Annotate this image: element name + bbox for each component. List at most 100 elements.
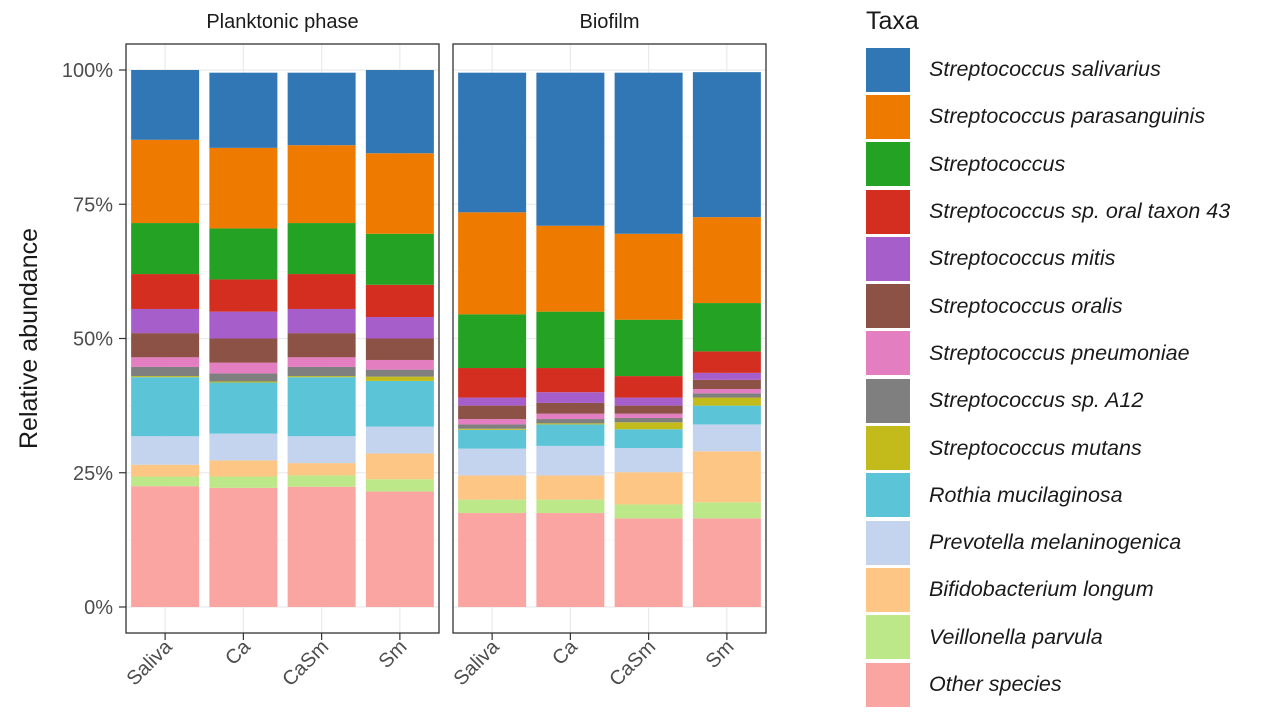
legend-label-streptococcus-mutans: Streptococcus mutans [929, 435, 1142, 460]
bar-planktonic-phase-casm-bifidobacterium-longum [287, 463, 356, 476]
bar-biofilm-casm-streptococcus-parasanguinis [614, 233, 683, 320]
stacked-bar-chart: 0% 25% 50% 75% 100% Relative abundance Plankto… [15, 11, 767, 691]
legend-item-bifidobacterium-longum: Bifidobacterium longum [866, 566, 1271, 613]
bar-planktonic-phase-ca-streptococcus-sp-a12 [209, 373, 278, 382]
bar-planktonic-phase-ca-streptococcus-mutans [209, 381, 278, 383]
x-tick-label-biofilm-sm: Sm [702, 636, 739, 673]
legend: Taxa Streptococcus salivarius Streptococc… [866, 4, 1271, 708]
bar-biofilm-sm-streptococcus-pneumoniae [692, 388, 761, 394]
bar-planktonic-phase-sm-streptococcus-mutans [365, 376, 434, 381]
legend-item-streptococcus: Streptococcus [866, 141, 1271, 188]
legend-items: Streptococcus salivarius Streptococcus pa… [866, 46, 1271, 708]
bar-planktonic-phase-casm-streptococcus [287, 223, 356, 275]
legend-label-streptococcus-sp-a12: Streptococcus sp. A12 [929, 388, 1144, 413]
legend-label-other-species: Other species [929, 672, 1062, 696]
legend-label-streptococcus-sp-oral-taxon-43: Streptococcus sp. oral taxon 43 [929, 199, 1231, 224]
bar-biofilm-ca-bifidobacterium-longum [536, 475, 605, 500]
bar-biofilm-casm-rothia-mucilaginosa [614, 429, 683, 449]
bar-planktonic-phase-saliva-streptococcus-oralis [131, 333, 200, 358]
legend-item-streptococcus-mutans: Streptococcus mutans [866, 424, 1271, 471]
bar-planktonic-phase-saliva-bifidobacterium-longum [131, 464, 200, 477]
bar-biofilm-casm-streptococcus-mitis [614, 397, 683, 406]
bar-planktonic-phase-saliva-streptococcus [131, 223, 200, 275]
bar-planktonic-phase-sm-streptococcus-parasanguinis [365, 153, 434, 234]
bar-planktonic-phase-ca-prevotella-melaninogenica [209, 433, 278, 461]
legend-swatch-streptococcus-pneumoniae [866, 331, 910, 376]
bar-planktonic-phase-saliva-streptococcus-pneumoniae [131, 357, 200, 367]
bar-planktonic-phase-sm-streptococcus-pneumoniae [365, 359, 434, 370]
bar-biofilm-saliva-streptococcus-parasanguinis [458, 212, 527, 315]
bar-biofilm-saliva-prevotella-melaninogenica [458, 448, 527, 476]
bar-planktonic-phase-ca-streptococcus-salivarius [209, 72, 278, 148]
bar-biofilm-ca-streptococcus-pneumoniae [536, 413, 605, 420]
bar-biofilm-ca-streptococcus-mitis [536, 392, 605, 403]
legend-swatch-other-species [866, 662, 910, 707]
bar-biofilm-saliva-streptococcus-sp-oral-taxon-43 [458, 368, 527, 398]
legend-swatch-streptococcus [866, 142, 910, 187]
bar-planktonic-phase-sm-streptococcus-salivarius [365, 70, 434, 154]
bar-biofilm-casm-prevotella-melaninogenica [614, 448, 683, 473]
bar-biofilm-sm-streptococcus-sp-oral-taxon-43 [692, 351, 761, 373]
bar-planktonic-phase-saliva-prevotella-melaninogenica [131, 436, 200, 465]
legend-label-streptococcus-oralis: Streptococcus oralis [929, 293, 1123, 318]
bar-biofilm-sm-other-species [692, 518, 761, 607]
bar-planktonic-phase-ca-streptococcus [209, 228, 278, 280]
y-tick-label: 0% [84, 597, 113, 619]
legend-item-streptococcus-pneumoniae: Streptococcus pneumoniae [866, 330, 1271, 377]
bar-planktonic-phase-ca-other-species [209, 487, 278, 607]
bar-biofilm-sm-streptococcus-mutans [692, 397, 761, 406]
bar-biofilm-ca-streptococcus-sp-a12 [536, 419, 605, 424]
legend-label-veillonella-parvula: Veillonella parvula [929, 624, 1103, 649]
bar-planktonic-phase-casm-streptococcus-mitis [287, 308, 356, 334]
legend-label-prevotella-melaninogenica: Prevotella melaninogenica [929, 530, 1182, 555]
legend-item-prevotella-melaninogenica: Prevotella melaninogenica [866, 519, 1271, 566]
bar-planktonic-phase-ca-streptococcus-parasanguinis [209, 147, 278, 229]
legend-swatch-prevotella-melaninogenica [866, 520, 910, 565]
x-tick-label-biofilm-casm: CaSm [605, 636, 660, 691]
bar-biofilm-ca-other-species [536, 513, 605, 607]
bar-planktonic-phase-sm-bifidobacterium-longum [365, 453, 434, 480]
x-tick-label-planktonic-phase-sm: Sm [375, 636, 412, 673]
bar-biofilm-ca-streptococcus-salivarius [536, 72, 605, 226]
bar-planktonic-phase-casm-streptococcus-salivarius [287, 72, 356, 146]
bar-planktonic-phase-casm-veillonella-parvula [287, 475, 356, 487]
bar-biofilm-casm-bifidobacterium-longum [614, 472, 683, 505]
bar-biofilm-casm-veillonella-parvula [614, 504, 683, 519]
bar-planktonic-phase-casm-rothia-mucilaginosa [287, 377, 356, 437]
legend-swatch-streptococcus-sp-a12 [866, 378, 910, 423]
bar-planktonic-phase-casm-streptococcus-oralis [287, 333, 356, 358]
legend-item-streptococcus-parasanguinis: Streptococcus parasanguinis [866, 93, 1271, 140]
legend-swatch-bifidobacterium-longum [866, 567, 910, 612]
bar-biofilm-sm-veillonella-parvula [692, 502, 761, 519]
bar-biofilm-ca-streptococcus-oralis [536, 402, 605, 414]
bar-biofilm-ca-streptococcus-sp-oral-taxon-43 [536, 368, 605, 393]
legend-swatch-streptococcus-salivarius [866, 47, 910, 92]
bar-planktonic-phase-casm-streptococcus-mutans [287, 376, 356, 378]
bar-planktonic-phase-sm-streptococcus-sp-oral-taxon-43 [365, 284, 434, 318]
x-tick-label-planktonic-phase-ca: Ca [221, 635, 255, 669]
legend-swatch-streptococcus-mutans [866, 426, 910, 471]
bar-planktonic-phase-ca-bifidobacterium-longum [209, 460, 278, 477]
y-tick-label: 75% [73, 194, 113, 216]
legend-swatch-rothia-mucilaginosa [866, 473, 910, 518]
legend-item-streptococcus-mitis: Streptococcus mitis [866, 235, 1271, 282]
y-tick-label: 100% [62, 60, 113, 82]
bar-biofilm-saliva-bifidobacterium-longum [458, 475, 527, 500]
bar-planktonic-phase-saliva-streptococcus-mitis [131, 308, 200, 334]
bar-planktonic-phase-saliva-streptococcus-parasanguinis [131, 139, 200, 224]
facet-title-biofilm: Biofilm [579, 11, 639, 33]
legend-title: Taxa [866, 7, 919, 35]
bar-biofilm-sm-prevotella-melaninogenica [692, 424, 761, 452]
bar-planktonic-phase-saliva-streptococcus-sp-a12 [131, 366, 200, 377]
bar-planktonic-phase-ca-streptococcus-sp-oral-taxon-43 [209, 279, 278, 312]
bar-biofilm-saliva-streptococcus [458, 314, 527, 369]
bar-planktonic-phase-ca-streptococcus-mitis [209, 311, 278, 339]
legend-label-streptococcus-parasanguinis: Streptococcus parasanguinis [929, 104, 1206, 129]
bar-planktonic-phase-ca-streptococcus-oralis [209, 338, 278, 363]
legend-item-veillonella-parvula: Veillonella parvula [866, 614, 1271, 661]
y-tick-label: 50% [73, 329, 113, 351]
legend-item-rothia-mucilaginosa: Rothia mucilaginosa [866, 472, 1271, 519]
legend-label-streptococcus-salivarius: Streptococcus salivarius [929, 57, 1161, 82]
bar-biofilm-saliva-streptococcus-salivarius [458, 72, 527, 213]
